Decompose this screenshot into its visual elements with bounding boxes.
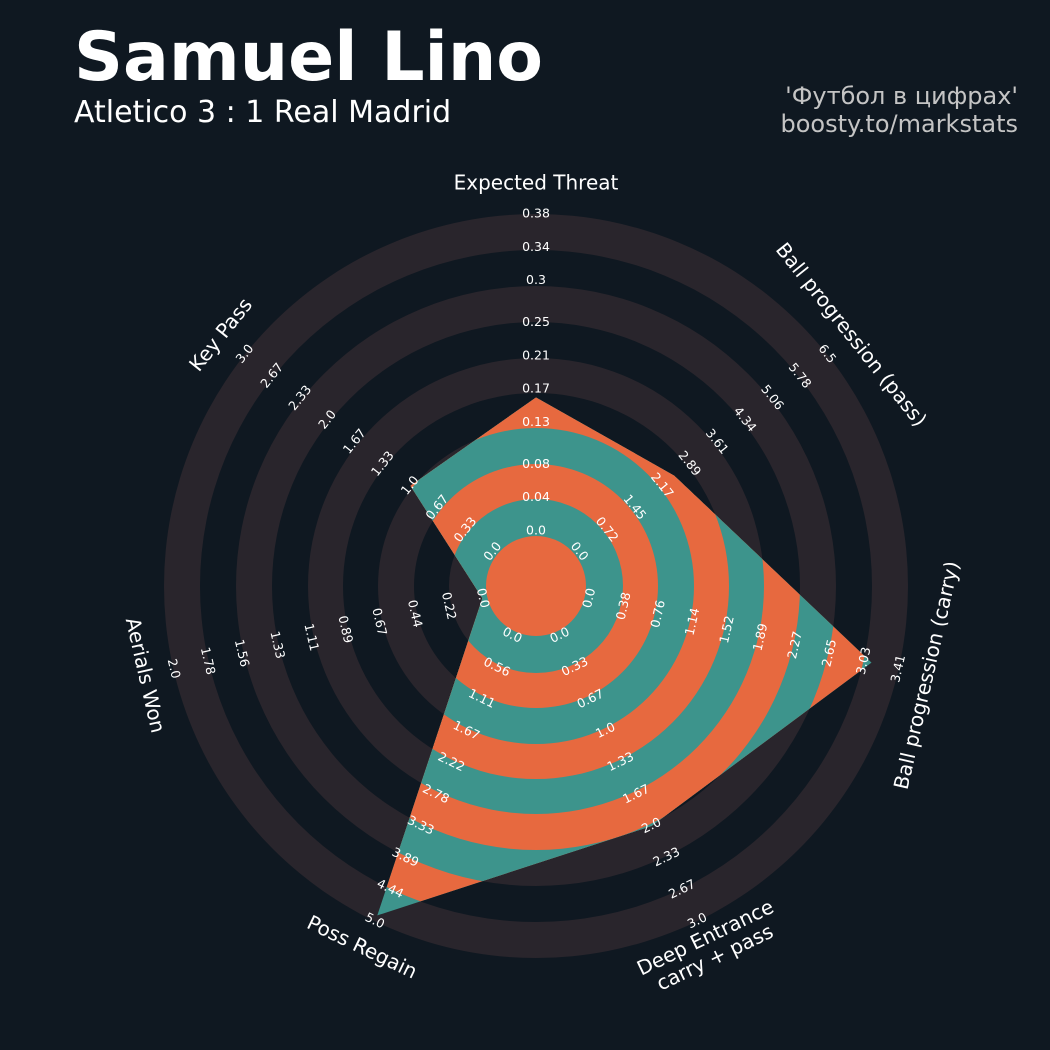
tick-label: 0.0: [579, 587, 598, 610]
credit: 'Футбол в цифрах': [785, 82, 1018, 110]
chart-subtitle: Atletico 3 : 1 Real Madrid: [74, 95, 451, 130]
tick-label: 0.89: [335, 614, 356, 645]
ring: [486, 536, 586, 636]
tick-label: 2.65: [818, 638, 839, 668]
credit: boosty.to/markstats: [781, 110, 1019, 138]
tick-label: 0.08: [522, 456, 550, 471]
chart-title: Samuel Lino: [74, 18, 543, 97]
tick-label: 0.3: [526, 272, 546, 287]
tick-label: 0.76: [647, 599, 668, 630]
tick-label: 1.33: [267, 630, 288, 660]
tick-label: 0.04: [522, 489, 550, 504]
tick-label: 0.13: [522, 414, 550, 429]
tick-label: 0.0: [526, 523, 546, 538]
tick-label: 0.17: [522, 381, 550, 396]
tick-label: 0.25: [522, 314, 550, 329]
tick-label: 1.14: [682, 606, 703, 637]
tick-label: 0.38: [522, 206, 550, 221]
tick-label: 0.0: [474, 587, 493, 610]
tick-label: 2.27: [784, 630, 805, 660]
tick-label: 1.78: [198, 646, 219, 677]
tick-label: 1.11: [301, 622, 322, 652]
tick-label: 1.89: [750, 622, 771, 653]
tick-label: 3.03: [853, 645, 874, 675]
tick-label: 0.38: [613, 591, 634, 622]
tick-label: 1.52: [716, 614, 737, 644]
tick-label: 0.34: [522, 239, 550, 254]
param-label: Expected Threat: [454, 171, 619, 195]
tick-label: 0.44: [405, 598, 426, 629]
tick-label: 0.21: [522, 347, 550, 362]
tick-label: 3.41: [887, 653, 908, 683]
tick-label: 1.56: [232, 638, 253, 669]
tick-label: 0.22: [439, 591, 460, 621]
tick-label: 0.67: [369, 606, 390, 636]
tick-label: 2.0: [165, 657, 184, 680]
